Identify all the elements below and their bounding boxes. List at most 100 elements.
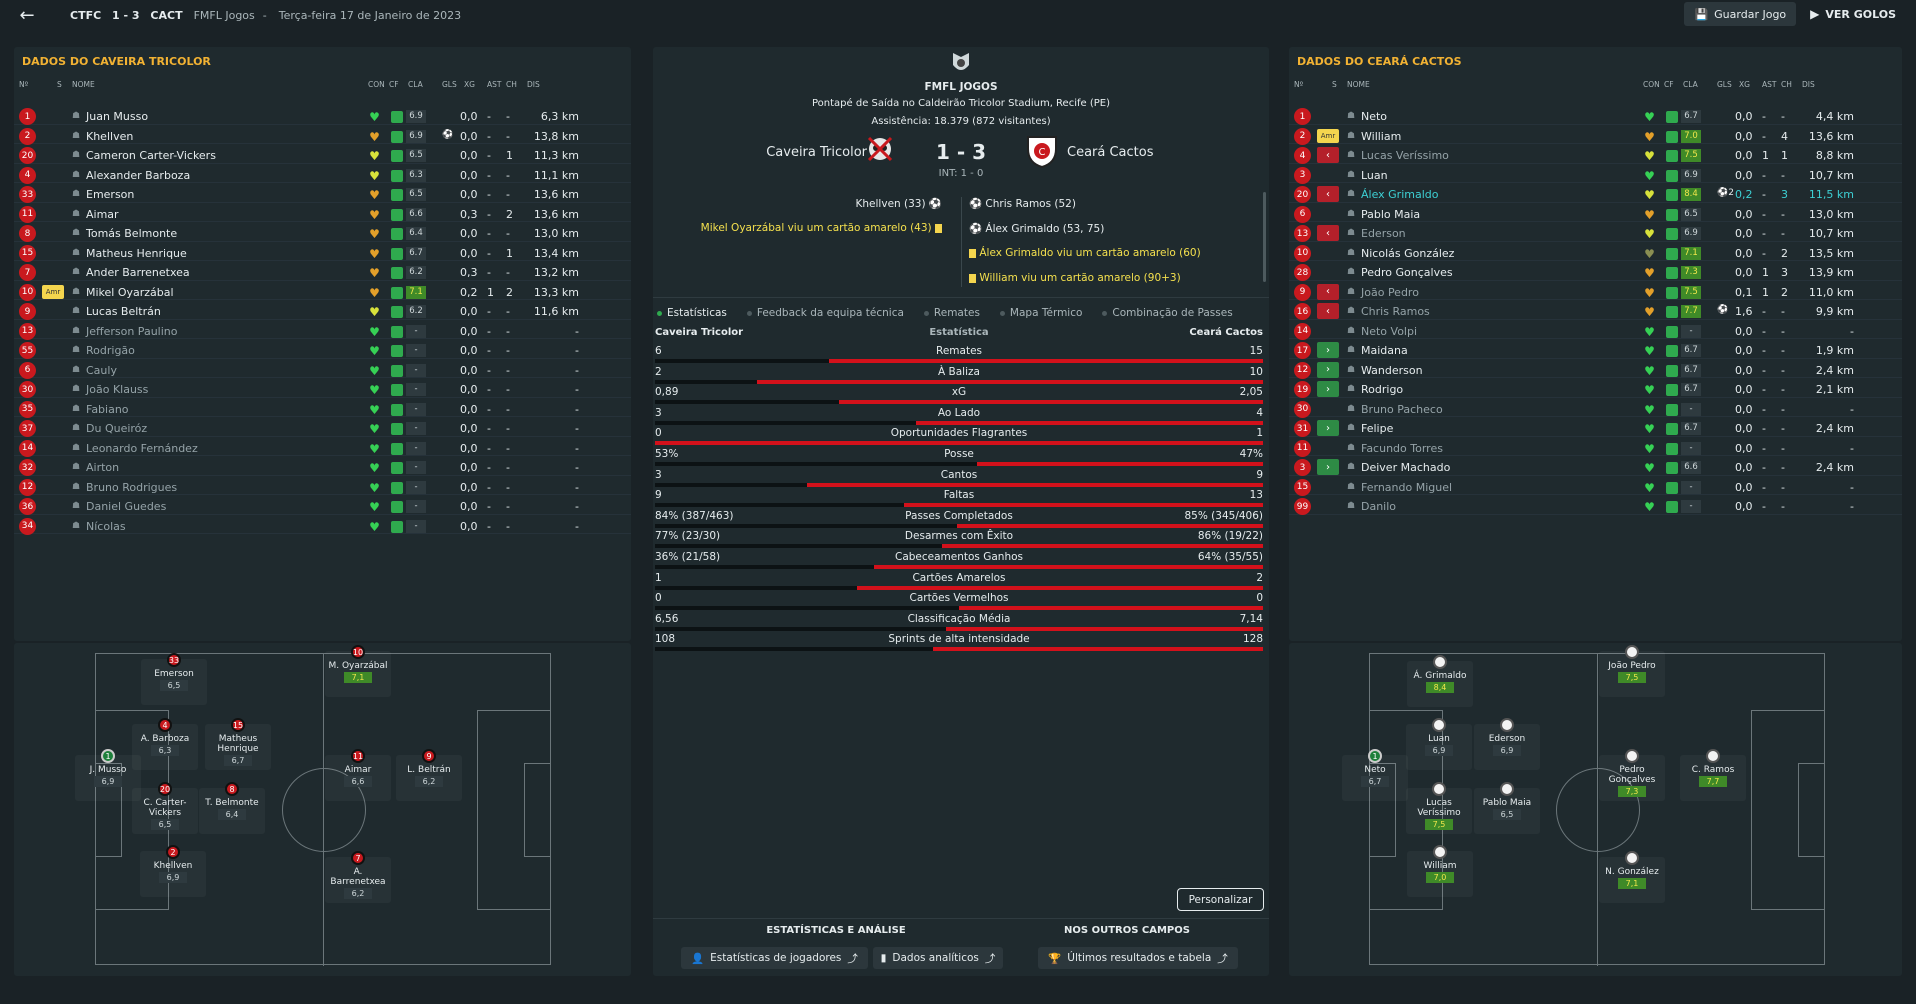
player-row[interactable]: 12 › ☗ Wanderson ♥ 6.7 0,0- -2,4 km [1289, 359, 1902, 379]
player-row[interactable]: 15 ☗ Fernando Miguel ♥ -0,0- - - [1289, 476, 1902, 496]
col-header-con[interactable]: CON [368, 80, 385, 89]
player-name[interactable]: Mikel Oyarzábal [86, 285, 174, 299]
pitch-player[interactable]: Ederson 6,9 [1474, 718, 1540, 770]
player-name[interactable]: Maidana [1361, 344, 1408, 357]
pitch-player[interactable]: 2 Khellven 6,9 [140, 845, 206, 897]
events-scrollbar[interactable] [1263, 192, 1266, 282]
player-name[interactable]: Tomás Belmonte [86, 227, 178, 240]
col-header-name[interactable]: NOME [1347, 80, 1370, 89]
tab-shots[interactable]: Remates [923, 307, 980, 319]
player-name[interactable]: Pablo Maia [1361, 207, 1421, 221]
player-name[interactable]: Fabiano [86, 402, 129, 416]
away-team-crest[interactable]: C [1026, 135, 1058, 169]
pitch-player[interactable]: 20 C. Carter-Vickers 6,5 [132, 782, 198, 834]
tab-statistics[interactable]: Estatísticas [657, 307, 727, 319]
player-name[interactable]: William [1361, 129, 1402, 143]
player-row[interactable]: 1 ☗ Neto ♥ 6.7 0,0- -4,4 km [1289, 105, 1902, 125]
player-name[interactable]: Luan [1361, 168, 1388, 182]
player-row[interactable]: 17 › ☗ Maidana ♥ 6.7 0,0- -1,9 km [1289, 339, 1902, 359]
player-name[interactable]: Cameron Carter-Vickers [86, 149, 216, 162]
pitch-player[interactable]: 15 Matheus Henrique 6,7 [205, 718, 271, 770]
tab-feedback[interactable]: Feedback da equipa técnica [746, 307, 904, 319]
player-name[interactable]: Fernando Miguel [1361, 480, 1453, 494]
player-row[interactable]: 4 ☗ Alexander Barboza ♥ 6.3 0,0- -11,1 km [14, 164, 631, 184]
col-header-cla[interactable]: CLA [408, 80, 423, 89]
pitch-player[interactable]: 10 M. Oyarzábal 7,1 [325, 645, 391, 697]
pitch-player[interactable]: 1 J. Musso 6,9 [75, 749, 141, 801]
pitch-player[interactable]: 8 T. Belmonte 6,4 [199, 782, 265, 834]
player-row[interactable]: 28 ☗ Pedro Gonçalves ♥ 7.3 0,0 1 3 13,9 km [1289, 261, 1902, 281]
player-name[interactable]: Chris Ramos [1361, 305, 1430, 318]
player-row[interactable]: 7 ☗ Ander Barrenetxea ♥ 6.2 0,3- -13,2 km [14, 261, 631, 281]
col-header-gls[interactable]: GLS [442, 80, 457, 89]
pitch-player[interactable]: Pablo Maia 6,5 [1474, 782, 1540, 834]
player-row[interactable]: 19 › ☗ Rodrigo ♥ 6.7 0,0- -2,1 km [1289, 378, 1902, 398]
competition-name[interactable]: FMFL Jogos [193, 8, 255, 22]
col-header-ch[interactable]: CH [506, 80, 517, 89]
player-row[interactable]: 6 ☗ Cauly ♥ -0,0- - - [14, 359, 631, 379]
col-header-con[interactable]: CON [1643, 80, 1660, 89]
col-header-name[interactable]: NOME [72, 80, 95, 89]
player-name[interactable]: Matheus Henrique [86, 246, 187, 260]
player-row[interactable]: 8 ☗ Tomás Belmonte ♥ 6.4 0,0- -13,0 km [14, 222, 631, 242]
player-name[interactable]: Leonardo Fernández [86, 441, 198, 455]
view-goals-button[interactable]: ▶ VER GOLOS [1800, 2, 1906, 26]
player-row[interactable]: 20 ☗ Cameron Carter-Vickers ♥ 6.5 0,0- 1 11,3 k… [14, 144, 631, 164]
player-name[interactable]: Bruno Rodrigues [86, 480, 178, 494]
player-row[interactable]: 11 ☗ Aimar ♥ 6.6 0,3- 2 13,6 km [14, 203, 631, 223]
player-row[interactable]: 14 ☗ Leonardo Fernández ♥ -0,0- - - [14, 437, 631, 457]
player-name[interactable]: Neto Volpi [1361, 324, 1418, 338]
pitch-player[interactable]: N. González 7,1 [1599, 851, 1665, 903]
player-row[interactable]: 30 ☗ Bruno Pacheco ♥ -0,0- - - [1289, 398, 1902, 418]
player-row[interactable]: 99 ☗ Danilo ♥ -0,0- - - [1289, 495, 1902, 515]
player-name[interactable]: Bruno Pacheco [1361, 402, 1443, 416]
player-row[interactable]: 2 Amr ☗ William ♥ 7.0 0,0- 4 13,6 km [1289, 125, 1902, 145]
player-row[interactable]: 34 ☗ Nícolas ♥ -0,0- - - [14, 515, 631, 535]
player-row[interactable]: 20 ‹ ☗ Álex Grimaldo ♥ 8.4 ⚽2 0,2- 3 11,5 km [1289, 183, 1902, 203]
home-team-name[interactable]: Caveira Tricolor [766, 145, 867, 160]
player-row[interactable]: 14 ☗ Neto Volpi ♥ -0,0- - - [1289, 320, 1902, 340]
player-row[interactable]: 11 ☗ Facundo Torres ♥ -0,0- - - [1289, 437, 1902, 457]
player-name[interactable]: Ederson [1361, 227, 1406, 240]
player-name[interactable]: Alexander Barboza [86, 168, 191, 182]
col-header-gls[interactable]: GLS [1717, 80, 1732, 89]
player-row[interactable]: 9 ☗ Lucas Beltrán ♥ 6.2 0,0- -11,6 km [14, 300, 631, 320]
player-row[interactable]: 9 ‹ ☗ João Pedro ♥ 7.5 0,1 1 2 11,0 km [1289, 281, 1902, 301]
pitch-player[interactable]: 1 Neto 6,7 [1342, 749, 1408, 801]
pitch-player[interactable]: 9 L. Beltrán 6,2 [396, 749, 462, 801]
player-row[interactable]: 3 ☗ Luan ♥ 6.9 0,0- -10,7 km [1289, 164, 1902, 184]
player-row[interactable]: 35 ☗ Fabiano ♥ -0,0- - - [14, 398, 631, 418]
col-header-ast[interactable]: AST [1762, 80, 1777, 89]
player-name[interactable]: Cauly [86, 363, 117, 377]
tab-pass-combination[interactable]: Combinação de Passes [1102, 307, 1233, 319]
player-row[interactable]: 31 › ☗ Felipe ♥ 6.7 0,0- -2,4 km [1289, 417, 1902, 437]
pitch-player[interactable]: João Pedro 7,5 [1599, 645, 1665, 697]
player-row[interactable]: 12 ☗ Bruno Rodrigues ♥ -0,0- - - [14, 476, 631, 496]
player-name[interactable]: Khellven [86, 129, 134, 143]
pitch-player[interactable]: C. Ramos 7,7 [1680, 749, 1746, 801]
col-header-ch[interactable]: CH [1781, 80, 1792, 89]
col-header-cf[interactable]: CF [1664, 80, 1674, 89]
player-name[interactable]: Aimar [86, 207, 119, 221]
col-header-ast[interactable]: AST [487, 80, 502, 89]
pitch-player[interactable]: Luan 6,9 [1406, 718, 1472, 770]
pitch-player[interactable]: 33 Emerson 6,5 [141, 653, 207, 705]
pitch-player[interactable]: Lucas Veríssimo 7,5 [1406, 782, 1472, 834]
player-row[interactable]: 37 ☗ Du Queiróz ♥ -0,0- - - [14, 417, 631, 437]
player-row[interactable]: 15 ☗ Matheus Henrique ♥ 6.7 0,0- 1 13,4 km [14, 242, 631, 262]
player-name[interactable]: Rodrigão [86, 344, 135, 357]
away-team-name[interactable]: Ceará Cactos [1067, 145, 1154, 160]
save-match-button[interactable]: 💾 Guardar Jogo [1684, 2, 1797, 26]
player-name[interactable]: João Klauss [86, 383, 149, 396]
player-name[interactable]: Jefferson Paulino [86, 324, 178, 338]
player-row[interactable]: 13 ‹ ☗ Ederson ♥ 6.9 0,0- -10,7 km [1289, 222, 1902, 242]
player-row[interactable]: 36 ☗ Daniel Guedes ♥ -0,0- - - [14, 495, 631, 515]
player-row[interactable]: 10 Amr ☗ Mikel Oyarzábal ♥ 7.1 0,2 1 2 13,3 km [14, 281, 631, 301]
back-arrow-icon[interactable]: ← [19, 4, 35, 26]
player-row[interactable]: 30 ☗ João Klauss ♥ -0,0- - - [14, 378, 631, 398]
player-row[interactable]: 1 ☗ Juan Musso ♥ 6.9 0,0- -6,3 km [14, 105, 631, 125]
latest-results-button[interactable]: 🏆 Últimos resultados e tabela ⤴ [1038, 947, 1238, 969]
player-name[interactable]: Neto [1361, 110, 1388, 123]
player-name[interactable]: Airton [86, 461, 120, 474]
player-name[interactable]: Nicolás González [1361, 246, 1455, 260]
